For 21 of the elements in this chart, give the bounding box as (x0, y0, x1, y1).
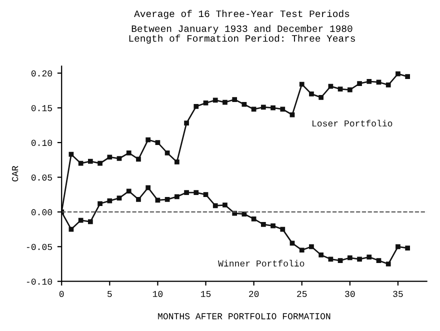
text: Loser Portfolio (312, 120, 392, 127)
series-label: Winner Portfolio (218, 260, 304, 267)
x-tick-label: 5 (108, 290, 112, 298)
y-tick-label: -0.05 (26, 244, 52, 250)
chart-title: Average of 16 Three-Year Test Periods (134, 10, 350, 19)
y-axis-title: CAR (12, 166, 18, 182)
x-tick-label: 15 (200, 290, 211, 298)
chart-subtitle: Between January 1933 and December 1980 Length of Formation Period: Three Years (129, 24, 355, 44)
x-tick-label: 20 (249, 290, 259, 298)
y-tick-label: 0.05 (31, 174, 52, 181)
y-tick-label: 0.20 (31, 70, 52, 76)
x-tick-label: 0 (59, 290, 64, 298)
y-tick-label: -0.10 (26, 278, 52, 285)
x-tick-label: 30 (345, 290, 355, 298)
x-tick-label: 10 (152, 290, 163, 298)
x-axis-title: MONTHS AFTER PORTFOLIO FORMATION (158, 313, 330, 320)
x-tick-label: 35 (393, 290, 403, 298)
y-tick-label: 0.00 (31, 209, 52, 216)
y-tick-label: 0.10 (31, 140, 52, 146)
x-tick-label: 25 (297, 290, 307, 298)
y-tick-label: 0.15 (31, 105, 52, 112)
